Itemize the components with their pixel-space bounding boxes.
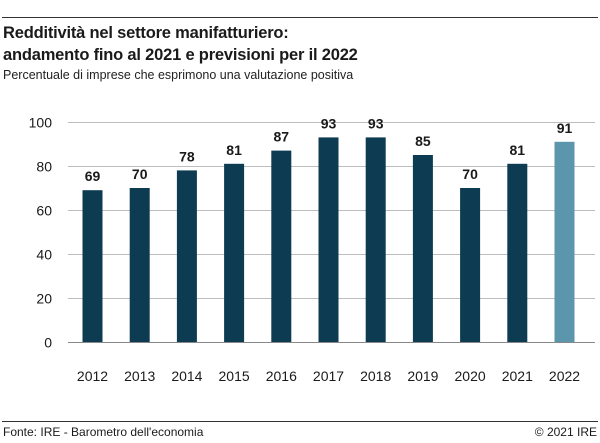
bar-2020 bbox=[460, 188, 481, 342]
x-tick-label-2016: 2016 bbox=[266, 368, 297, 384]
bar-2015 bbox=[224, 163, 245, 342]
y-tick-label: 80 bbox=[36, 159, 52, 175]
bar-2012 bbox=[82, 190, 103, 342]
bottom-rule bbox=[2, 421, 598, 422]
x-axis-tick-labels: 2012 2013 2014 2015 2016 2017 2018 2019 2020 2021… bbox=[77, 368, 580, 384]
top-rule bbox=[2, 17, 598, 18]
bar-2022 bbox=[554, 141, 575, 342]
source-note: Fonte: IRE - Barometro dell'economia bbox=[3, 425, 204, 439]
data-label-2018: 93 bbox=[368, 115, 384, 131]
x-tick-label-2015: 2015 bbox=[219, 368, 250, 384]
data-label-2016: 87 bbox=[274, 129, 290, 145]
y-tick-label: 20 bbox=[36, 291, 52, 307]
data-label-2012: 69 bbox=[85, 168, 101, 184]
bar-2018 bbox=[365, 137, 386, 342]
y-axis-tick-labels: 0 20 40 60 80 100 bbox=[29, 115, 53, 351]
data-label-2017: 93 bbox=[321, 115, 337, 131]
y-tick-label: 60 bbox=[36, 203, 52, 219]
data-label-2020: 70 bbox=[462, 166, 478, 182]
x-tick-label-2018: 2018 bbox=[360, 368, 391, 384]
x-tick-label-2020: 2020 bbox=[455, 368, 486, 384]
data-label-2022: 91 bbox=[557, 120, 573, 136]
data-label-2015: 81 bbox=[226, 142, 242, 158]
bar-chart: 0 20 40 60 80 100 69 70 78 81 87 93 93 85 70 81 91 2012… bbox=[29, 115, 595, 384]
bar-2019 bbox=[412, 155, 433, 342]
y-tick-label: 0 bbox=[44, 335, 52, 351]
copyright-note: © 2021 IRE bbox=[534, 425, 597, 439]
bar-2021 bbox=[507, 163, 528, 342]
data-label-2013: 70 bbox=[132, 166, 148, 182]
y-tick-label: 40 bbox=[36, 247, 52, 263]
y-tick-label: 100 bbox=[29, 115, 53, 131]
bar-2013 bbox=[129, 188, 150, 342]
data-label-2014: 78 bbox=[179, 148, 195, 164]
chart-title-line-2: andamento fino al 2021 e previsioni per … bbox=[3, 46, 358, 64]
x-tick-label-2013: 2013 bbox=[124, 368, 155, 384]
x-tick-label-2019: 2019 bbox=[407, 368, 438, 384]
bar-2016 bbox=[271, 150, 292, 342]
data-label-2021: 81 bbox=[510, 142, 526, 158]
x-tick-label-2022: 2022 bbox=[549, 368, 580, 384]
chart-title-line-1: Redditività nel settore manifatturiero: bbox=[3, 24, 289, 42]
x-tick-label-2012: 2012 bbox=[77, 368, 108, 384]
bar-2014 bbox=[176, 170, 197, 342]
bars bbox=[82, 137, 575, 342]
x-tick-label-2021: 2021 bbox=[502, 368, 533, 384]
bar-2017 bbox=[318, 137, 339, 342]
data-label-2019: 85 bbox=[415, 133, 431, 149]
chart-subtitle: Percentuale di imprese che esprimono una… bbox=[3, 68, 354, 82]
x-tick-label-2017: 2017 bbox=[313, 368, 344, 384]
chart-title: Redditività nel settore manifatturiero: … bbox=[3, 22, 597, 66]
data-labels: 69 70 78 81 87 93 93 85 70 81 91 bbox=[85, 115, 573, 184]
x-tick-label-2014: 2014 bbox=[171, 368, 202, 384]
